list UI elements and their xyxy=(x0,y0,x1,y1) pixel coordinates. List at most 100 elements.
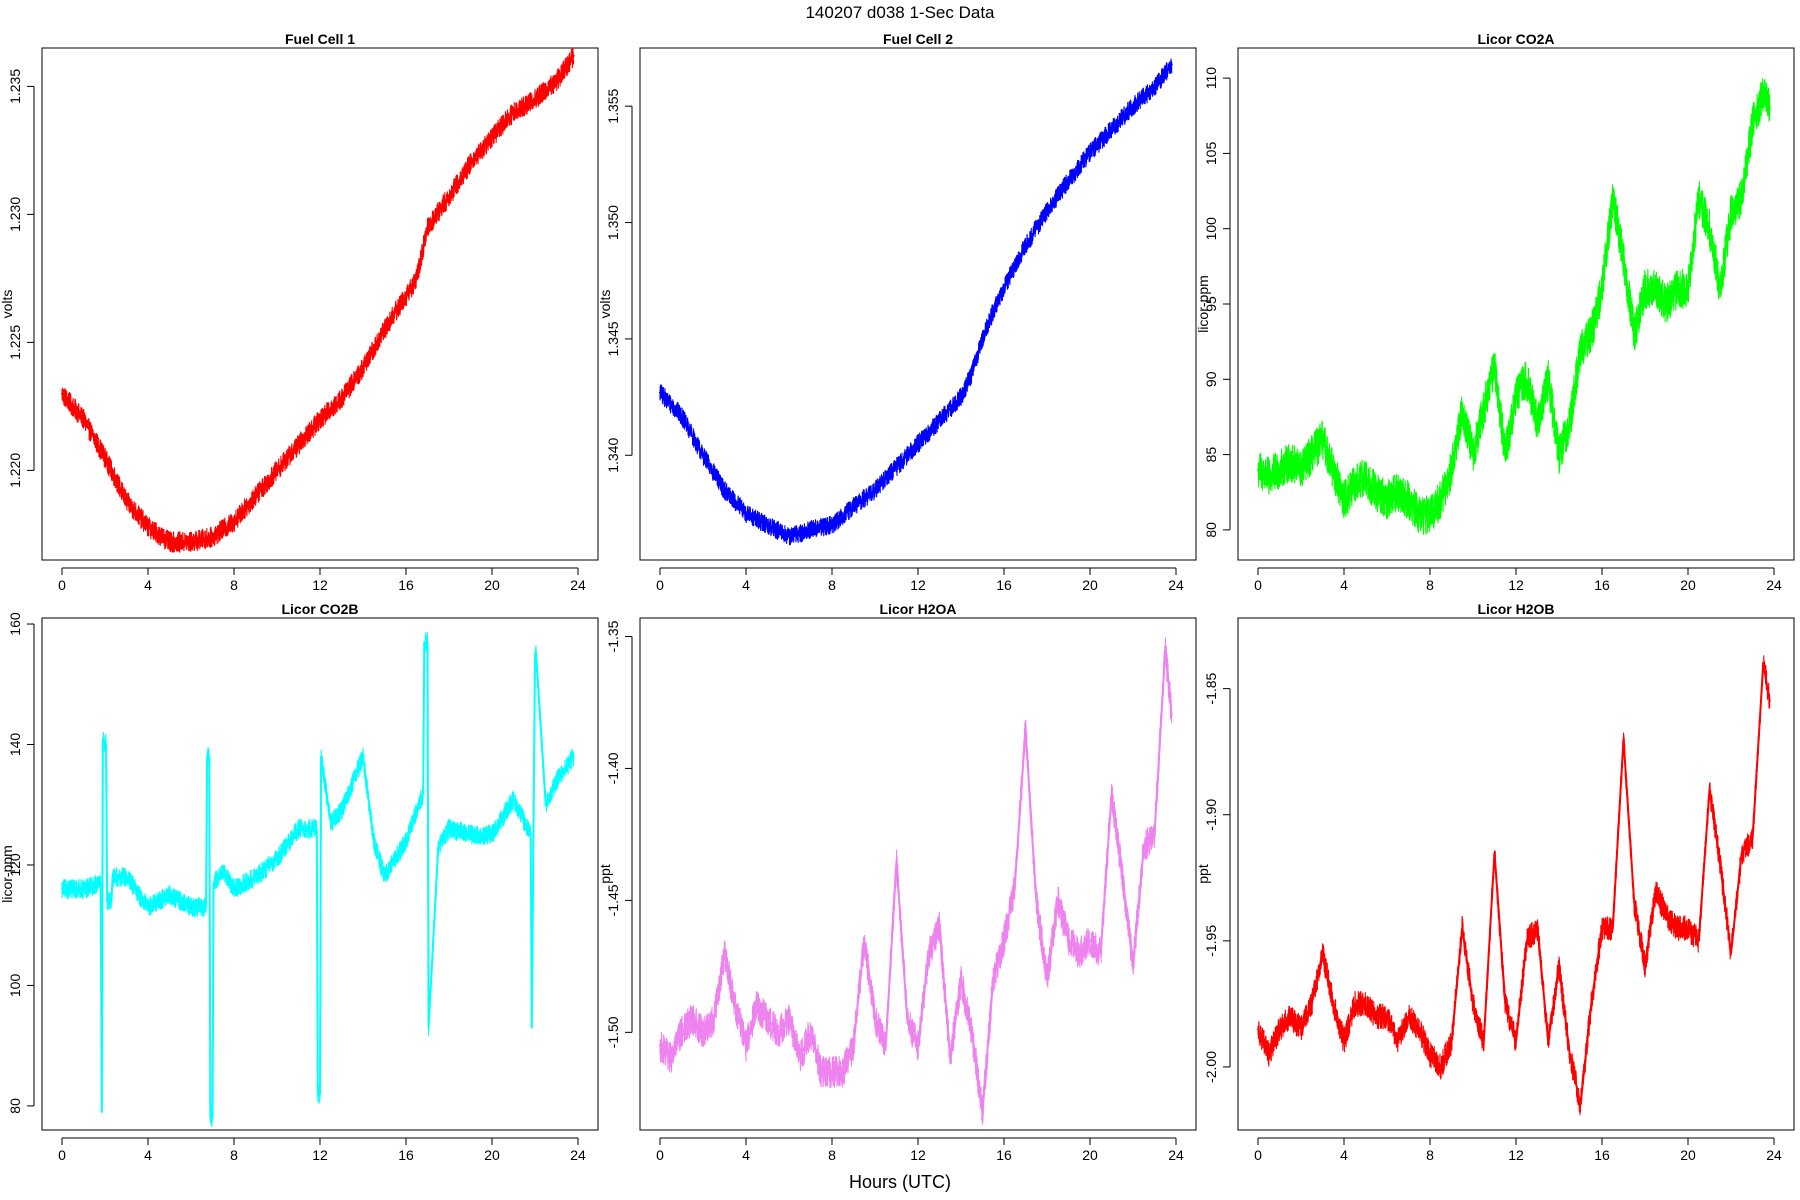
y-tick-label: 110 xyxy=(1203,67,1219,90)
y-tick-label: 160 xyxy=(7,612,23,636)
x-tick-label: 12 xyxy=(910,1147,926,1163)
y-tick-label: 120 xyxy=(7,853,23,877)
y-tick-label: -1.50 xyxy=(605,1016,621,1048)
y-tick-label: 1.355 xyxy=(605,88,621,123)
series-line xyxy=(1257,78,1771,535)
series-line xyxy=(659,637,1173,1125)
panel-5: Licor H2OA 0 4 8 12 16 20 24 -1.50 -1.45 -1.40 -1.3… xyxy=(597,601,1197,1163)
x-tick-label: 20 xyxy=(1680,1147,1696,1163)
y-tick-label: -1.40 xyxy=(605,752,621,784)
y-tick-label: 90 xyxy=(1203,371,1219,387)
x-tick-label: 16 xyxy=(996,1147,1012,1163)
y-tick-label: 85 xyxy=(1203,447,1219,463)
x-tick-label: 24 xyxy=(1766,1147,1782,1163)
series-trend xyxy=(61,54,575,544)
y-axis-title: volts xyxy=(597,290,613,319)
y-tick-label: -2.00 xyxy=(1203,1051,1219,1083)
series-trend xyxy=(659,648,1173,1113)
x-tick-label: 8 xyxy=(1426,1147,1434,1163)
x-tick-label: 8 xyxy=(1426,577,1434,593)
x-tick-label: 16 xyxy=(398,577,414,593)
plot-frame xyxy=(41,617,599,1131)
x-tick-label: 8 xyxy=(230,1147,238,1163)
x-tick-label: 0 xyxy=(58,577,66,593)
x-tick-label: 20 xyxy=(484,1147,500,1163)
panel-2: Fuel Cell 2 0 4 8 12 16 20 24 1.340 1.345 1.350 1.3… xyxy=(597,31,1197,593)
x-tick-label: 0 xyxy=(1254,1147,1262,1163)
series-trend xyxy=(659,63,1173,538)
y-tick-label: 80 xyxy=(1203,522,1219,538)
figure-title: 140207 d038 1-Sec Data xyxy=(805,3,995,22)
series-line xyxy=(1257,655,1771,1116)
y-tick-label: 1.235 xyxy=(7,69,23,104)
plot-frame xyxy=(1237,617,1795,1131)
panel-6: Licor H2OB 0 4 8 12 16 20 24 -2.00 -1.95 -1.90 -1.8… xyxy=(1195,601,1795,1163)
x-tick-label: 4 xyxy=(1340,1147,1348,1163)
y-tick-label: 1.350 xyxy=(605,205,621,240)
panel-title: Licor H2OA xyxy=(879,601,956,617)
panel-title: Licor CO2A xyxy=(1477,31,1554,47)
x-tick-label: 12 xyxy=(312,577,328,593)
plot-frame xyxy=(41,47,599,561)
y-tick-label: 105 xyxy=(1203,142,1219,166)
x-tick-label: 24 xyxy=(1168,577,1184,593)
y-tick-label: -1.85 xyxy=(1203,672,1219,704)
x-tick-label: 24 xyxy=(570,1147,586,1163)
x-tick-label: 12 xyxy=(1508,1147,1524,1163)
series-line xyxy=(61,632,575,1128)
x-tick-label: 16 xyxy=(398,1147,414,1163)
plot-frame xyxy=(639,47,1197,561)
y-tick-label: 100 xyxy=(7,974,23,998)
x-tick-label: 16 xyxy=(1594,1147,1610,1163)
y-tick-label: 140 xyxy=(7,733,23,757)
y-tick-label: 1.345 xyxy=(605,321,621,356)
x-tick-label: 20 xyxy=(1082,1147,1098,1163)
y-axis-title: ppt xyxy=(1195,864,1211,884)
y-tick-label: 80 xyxy=(7,1098,23,1114)
y-tick-label: 1.220 xyxy=(7,453,23,488)
x-tick-label: 12 xyxy=(1508,577,1524,593)
x-tick-label: 0 xyxy=(656,1147,664,1163)
panel-4: Licor CO2B 0 4 8 12 16 20 24 80 100 120 140 160 licor… xyxy=(0,601,599,1163)
x-tick-label: 24 xyxy=(1168,1147,1184,1163)
y-tick-label: 1.340 xyxy=(605,438,621,473)
y-tick-label: 95 xyxy=(1203,296,1219,312)
x-tick-label: 12 xyxy=(910,577,926,593)
x-tick-label: 20 xyxy=(1082,577,1098,593)
x-tick-label: 12 xyxy=(312,1147,328,1163)
plot-frame xyxy=(1237,47,1795,561)
panel-1: Fuel Cell 1 0 4 8 12 16 20 24 1.220 1.225 1.230 1.2… xyxy=(0,31,599,593)
x-tick-label: 4 xyxy=(742,1147,750,1163)
panel-title: Fuel Cell 1 xyxy=(285,31,355,47)
panel-title: Licor CO2B xyxy=(281,601,358,617)
x-tick-label: 8 xyxy=(828,1147,836,1163)
x-tick-label: 24 xyxy=(1766,577,1782,593)
y-axis-title: licor-ppm xyxy=(1195,275,1211,333)
y-tick-label: 100 xyxy=(1203,217,1219,241)
panels-grid: Fuel Cell 1 0 4 8 12 16 20 24 1.220 1.225 1.230 1.2… xyxy=(0,31,1795,1163)
x-tick-label: 4 xyxy=(144,1147,152,1163)
x-tick-label: 0 xyxy=(1254,577,1262,593)
panel-title: Licor H2OB xyxy=(1477,601,1554,617)
x-tick-label: 16 xyxy=(1594,577,1610,593)
x-tick-label: 0 xyxy=(58,1147,66,1163)
series-line xyxy=(659,58,1173,546)
y-tick-label: -1.90 xyxy=(1203,799,1219,831)
x-tick-label: 20 xyxy=(1680,577,1696,593)
plot-frame xyxy=(639,617,1197,1131)
y-axis-title: volts xyxy=(0,290,15,319)
y-tick-label: -1.35 xyxy=(605,620,621,652)
x-tick-label: 8 xyxy=(230,577,238,593)
y-tick-label: 1.230 xyxy=(7,197,23,232)
series-line xyxy=(61,48,575,553)
x-tick-label: 16 xyxy=(996,577,1012,593)
x-tick-label: 4 xyxy=(742,577,750,593)
series-trend xyxy=(61,641,575,1119)
y-tick-label: -1.95 xyxy=(1203,925,1219,957)
y-tick-label: 1.225 xyxy=(7,325,23,360)
x-axis-title: Hours (UTC) xyxy=(849,1172,951,1192)
panel-title: Fuel Cell 2 xyxy=(883,31,953,47)
x-tick-label: 0 xyxy=(656,577,664,593)
y-tick-label: -1.45 xyxy=(605,884,621,916)
